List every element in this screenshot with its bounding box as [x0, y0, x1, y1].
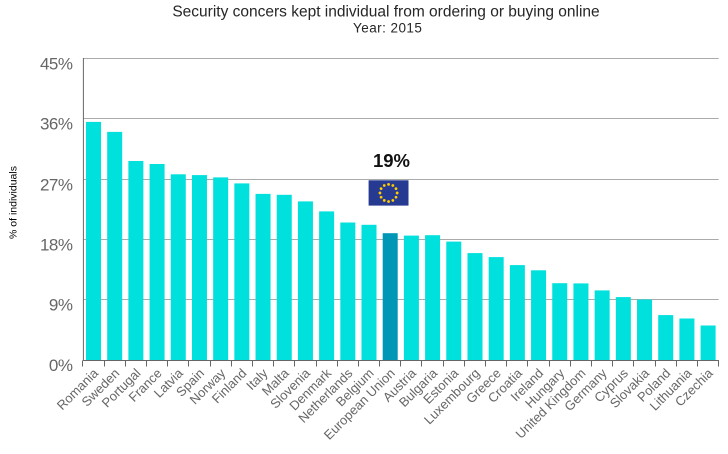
- svg-text:Security concers kept individu: Security concers kept individual from or…: [172, 3, 599, 20]
- svg-text:0%: 0%: [49, 356, 73, 375]
- svg-text:18%: 18%: [40, 236, 73, 255]
- svg-text:27%: 27%: [40, 176, 73, 195]
- svg-text:% of individuals: % of individuals: [8, 166, 20, 239]
- svg-text:19%: 19%: [373, 150, 410, 171]
- svg-text:36%: 36%: [40, 115, 73, 134]
- svg-text:9%: 9%: [49, 296, 73, 315]
- svg-text:Year: 2015: Year: 2015: [353, 21, 422, 36]
- svg-text:45%: 45%: [40, 55, 73, 74]
